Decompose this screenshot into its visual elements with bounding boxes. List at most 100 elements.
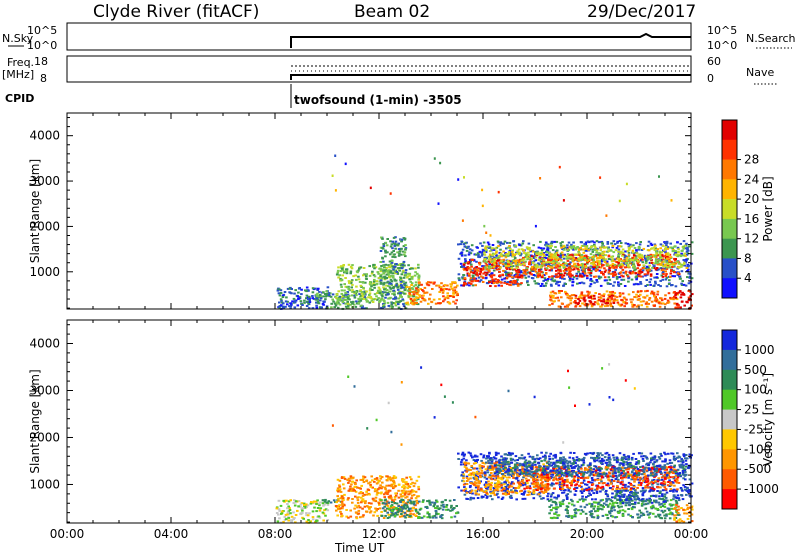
- echo-cell: [522, 258, 526, 261]
- echo-cell: [491, 244, 495, 246]
- echo-cell: [660, 454, 663, 457]
- echo-cell: [382, 517, 386, 519]
- echo-cell: [293, 292, 296, 295]
- echo-cell: [561, 276, 564, 279]
- echo-cell: [389, 509, 393, 512]
- echo-cell: [680, 252, 683, 255]
- echo-cell: [564, 262, 568, 265]
- echo-cell: [455, 512, 458, 515]
- echo-cell: [562, 456, 565, 459]
- echo-cell: [369, 281, 372, 283]
- echo-cell: [362, 475, 365, 478]
- echo-cell: [555, 264, 558, 266]
- echo-cell: [348, 479, 351, 482]
- echo-cell: [292, 518, 295, 521]
- echo-cell: [646, 289, 649, 292]
- echo-cell: [375, 489, 379, 492]
- echo-cell: [436, 505, 439, 508]
- echo-cell: [370, 297, 374, 300]
- echo-cell: [492, 262, 496, 265]
- echo-cell: [553, 240, 556, 243]
- echo-cell: [604, 493, 608, 495]
- echo-cell: [365, 307, 368, 310]
- echo-cell: [390, 284, 393, 287]
- echo-cell: [372, 265, 375, 268]
- echo-cell: [365, 490, 368, 493]
- echo-cell: [519, 271, 523, 274]
- echo-cell: [506, 246, 510, 249]
- echo-cell: [319, 299, 322, 302]
- echo-cell: [297, 505, 300, 508]
- echo-cell: [563, 458, 567, 461]
- echo-cell: [329, 295, 333, 298]
- echo-cell: [618, 295, 622, 298]
- echo-cell: [297, 500, 301, 503]
- echo-cell: [590, 245, 593, 248]
- echo-cell: [339, 277, 342, 280]
- echo-cell: [307, 519, 310, 521]
- echo-cell: [495, 452, 498, 455]
- echo-cell: [567, 303, 571, 306]
- echo-cell: [512, 283, 515, 286]
- echo-cell: [312, 500, 316, 503]
- echo-cell: [504, 480, 507, 483]
- echo-cell: [358, 281, 362, 283]
- echo-cell: [415, 302, 418, 305]
- echo-cell: [520, 483, 524, 485]
- echo-cell: [314, 298, 318, 301]
- echo-cell: [538, 263, 541, 266]
- echo-cell: [662, 273, 665, 275]
- echo-cell: [355, 479, 358, 482]
- echo-cell: [681, 291, 684, 294]
- echo-cell: [351, 498, 354, 500]
- echo-cell: [504, 458, 507, 461]
- echo-cell: [640, 290, 643, 293]
- echo-cell: [675, 490, 678, 493]
- echo-cell: [355, 511, 358, 514]
- echo-cell: [390, 497, 393, 499]
- echo-cell: [549, 296, 553, 299]
- echo-cell: [534, 274, 537, 277]
- echo-cell: [371, 284, 375, 287]
- echo-cell: [641, 261, 645, 264]
- echo-cell: [326, 509, 330, 512]
- echo-cell: [339, 270, 343, 272]
- echo-cell: [513, 260, 516, 263]
- echo-cell: [348, 488, 352, 491]
- echo-cell: [538, 253, 541, 256]
- echo-cell: [367, 502, 371, 505]
- echo-cell: [509, 262, 513, 265]
- echo-cell: [569, 261, 572, 264]
- echo-cell: [568, 273, 572, 276]
- echo-cell: [593, 301, 597, 304]
- echo-cell: [387, 508, 391, 511]
- echo-cell: [286, 513, 289, 516]
- echo-cell: [457, 257, 461, 260]
- echo-cell: [652, 246, 656, 249]
- echo-cell: [538, 272, 541, 275]
- echo-cell: [674, 458, 677, 460]
- echo-cell: [671, 275, 674, 278]
- echo-cell: [603, 270, 607, 273]
- echo-cell: [640, 455, 643, 458]
- echo-cell: [542, 247, 546, 250]
- echo-cell: [368, 294, 371, 296]
- echo-cell: [363, 296, 366, 299]
- echo-cell: [635, 252, 639, 255]
- echo-cell: [658, 465, 661, 468]
- echo-cell: [654, 280, 657, 283]
- echo-cell: [392, 302, 395, 304]
- echo-cell: [661, 302, 665, 305]
- echo-cell: [501, 242, 505, 245]
- echo-cell: [671, 452, 675, 455]
- echo-cell: [482, 456, 485, 459]
- echo-cell: [600, 300, 603, 303]
- echo-cell: [311, 297, 314, 300]
- echo-cell: [668, 259, 671, 262]
- echo-cell: [350, 480, 354, 483]
- echo-cell: [492, 269, 496, 272]
- echo-cell: [355, 270, 359, 273]
- echo-cell: [490, 247, 494, 250]
- echo-cell: [303, 301, 306, 304]
- echo-cell: [444, 296, 447, 299]
